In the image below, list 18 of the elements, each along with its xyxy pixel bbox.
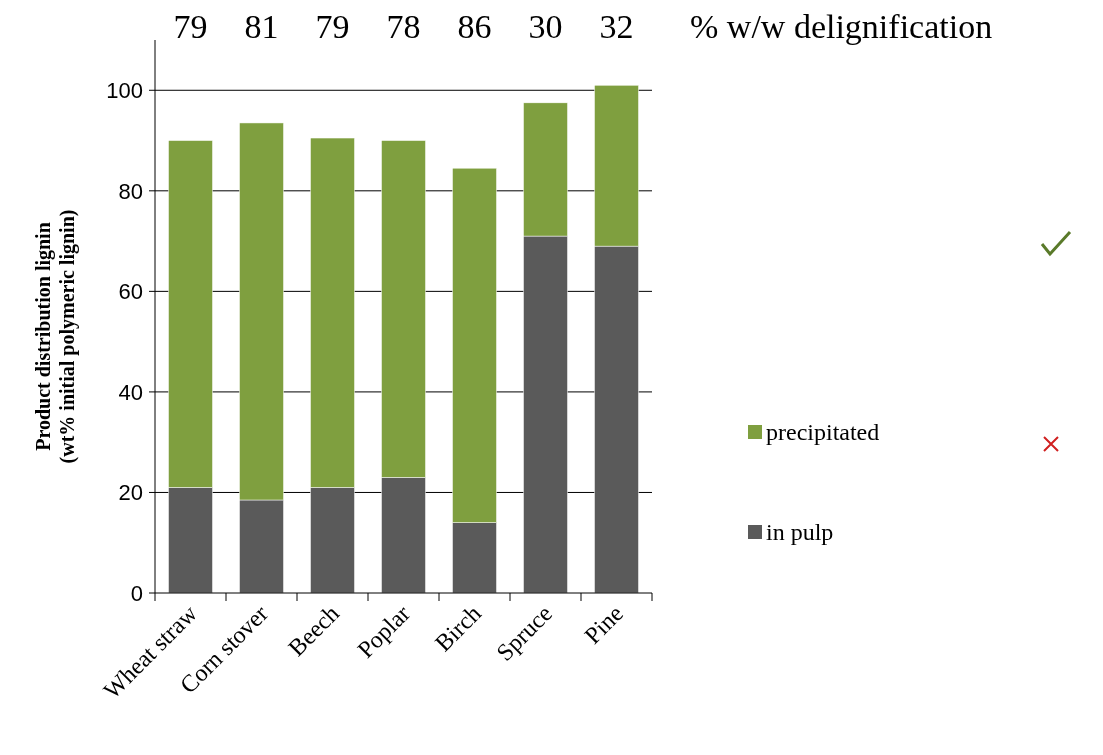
text: % w/w delignification (690, 8, 993, 45)
y-tick-label: 40 (118, 379, 143, 405)
y-tick-label: 100 (106, 77, 143, 103)
annotation: 78 (386, 8, 421, 45)
annotation: 32 (599, 8, 634, 45)
y-tick-label: 20 (118, 480, 143, 506)
y-tick-label: 0 (130, 580, 143, 606)
annotation: 30 (528, 8, 563, 45)
x-tick-label: Pine (579, 600, 629, 649)
y-axis-title: Product distribution lignin (wt% initial polymeric lignin) (32, 209, 79, 464)
annotation: 79 (315, 8, 350, 45)
y-tick-label: 80 (118, 178, 143, 204)
legend-label: in pulp (766, 519, 834, 546)
legend-label: precipitated (766, 419, 880, 446)
annotation: 79 (173, 8, 208, 45)
y-tick-label: 60 (118, 279, 143, 305)
annotation: 86 (457, 8, 492, 45)
annotation: 81 (244, 8, 279, 45)
